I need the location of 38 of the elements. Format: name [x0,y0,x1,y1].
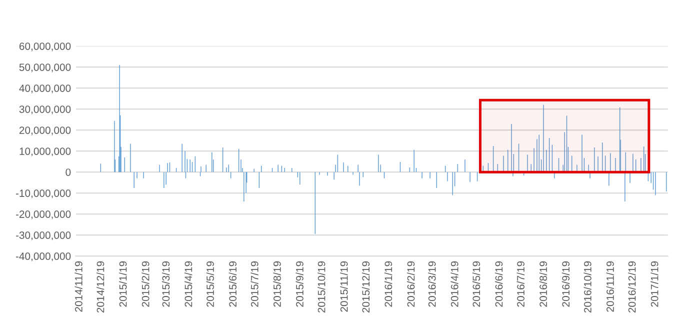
x-tick-label: 2015/4/19 [184,261,192,307]
y-tick-label: 30,000,000 [19,106,71,114]
x-tick-label: 2015/2/19 [142,261,150,307]
y-tick-label: -30,000,000 [16,232,71,240]
x-tick-label: 2014/12/19 [96,261,104,313]
x-tick-label: 2017/1/19 [650,261,658,307]
x-tick-label: 2016/2/19 [407,261,415,307]
x-tick-label: 2016/6/19 [495,261,503,307]
y-tick-label: 50,000,000 [19,64,71,72]
x-tick-label: 2016/12/19 [628,261,636,313]
x-tick-label: 2016/4/19 [450,261,458,307]
x-tick-label: 2016/10/19 [584,261,592,313]
x-tick-label: 2016/7/19 [516,261,524,307]
y-tick-label: 60,000,000 [19,42,71,52]
x-tick-label: 2015/9/19 [296,261,304,307]
x-tick-label: 2015/3/19 [162,261,170,307]
x-tick-label: 2015/8/19 [273,261,281,307]
x-tick-label: 2016/3/19 [428,261,436,307]
y-tick-label: 0 [66,168,71,176]
x-tick-label: 2015/11/19 [340,261,348,312]
x-tick-label: 2016/1/19 [384,261,392,307]
x-tick-label: 2015/7/19 [250,261,258,307]
x-tick-label: 2015/5/19 [206,261,214,307]
y-tick-label: -10,000,000 [16,190,71,198]
x-tick-label: 2015/12/19 [362,261,370,313]
y-tick-label: 20,000,000 [19,126,71,136]
y-tick-label: 10,000,000 [20,148,71,156]
y-tick-label: -40,000,000 [16,252,71,262]
x-tick-label: 2014/11/19 [74,261,82,312]
x-tick-label: 2016/11/19 [606,261,614,312]
x-tick-label: 2016/5/19 [472,261,480,307]
y-tick-label: 40,000,000 [19,84,71,94]
y-tick-label: -20,000,000 [16,210,71,220]
x-tick-label: 2015/1/19 [119,261,127,307]
x-tick-label: 2016/8/19 [539,261,548,307]
x-tick-label: 2016/9/19 [562,261,570,307]
x-tick-label: 2015/10/19 [318,261,326,313]
x-tick-label: 2015/6/19 [228,261,237,307]
